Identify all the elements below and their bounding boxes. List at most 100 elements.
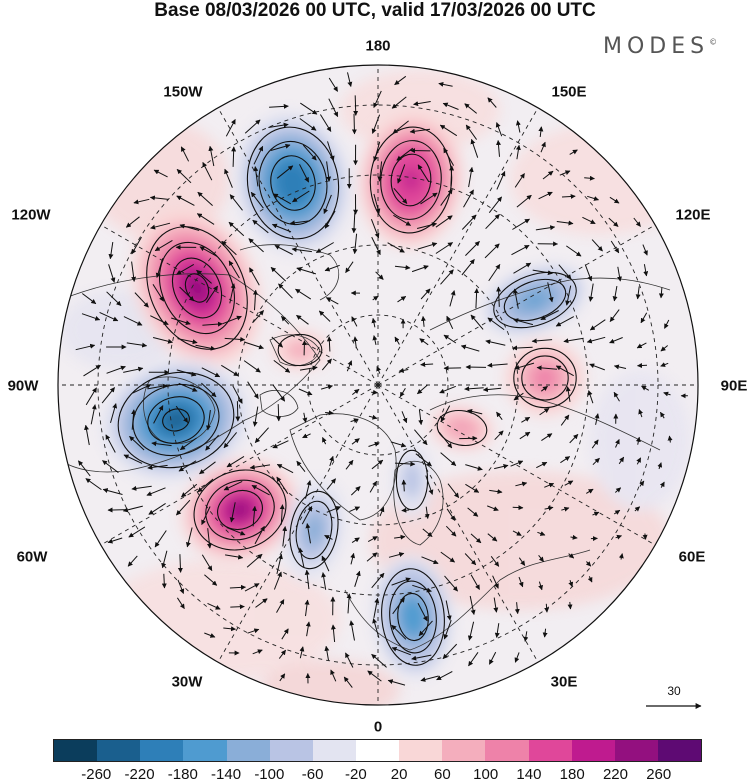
wind-vector <box>108 264 116 283</box>
wind-vector <box>347 72 353 87</box>
anomaly-level <box>230 501 250 519</box>
wind-vector <box>514 652 520 663</box>
wind-vector <box>128 526 146 538</box>
coast-arctic-islands <box>269 334 321 367</box>
lon-label-60e: 60E <box>678 548 706 566</box>
wind-vector <box>612 286 618 302</box>
coast-scandinavia <box>393 461 444 546</box>
wind-vector <box>567 601 573 610</box>
wind-vector <box>370 219 380 239</box>
wind-vector <box>223 480 243 491</box>
meridian-line <box>100 384 379 546</box>
wind-vector <box>276 165 294 179</box>
wind-vector <box>108 242 114 260</box>
wind-vector <box>231 146 237 167</box>
colorbar-tick-label: 180 <box>559 766 585 783</box>
wind-vector <box>273 359 291 373</box>
wind-vector <box>367 536 378 543</box>
wind-vector <box>587 576 593 583</box>
wind-vector <box>482 387 502 393</box>
wind-vector <box>230 604 245 610</box>
colorbar-segment <box>399 740 443 761</box>
wind-vector <box>78 460 91 477</box>
contour-line <box>162 408 190 432</box>
wind-vector <box>512 218 530 230</box>
contour-line <box>246 126 340 240</box>
wind-vector <box>371 317 377 328</box>
wind-vector <box>413 101 431 107</box>
wind-vectors <box>75 72 688 688</box>
wind-vector <box>445 600 452 621</box>
wind-vector <box>470 314 484 330</box>
anomaly-pos-canada-arctic-contours <box>277 333 323 367</box>
wind-vector <box>301 506 313 525</box>
anomaly-neg-barents <box>392 442 432 518</box>
wind-vector <box>582 216 596 225</box>
wind-vector <box>171 317 191 326</box>
wind-vector <box>304 599 310 617</box>
wind-vector <box>85 387 97 406</box>
wind-vector <box>643 264 649 277</box>
wind-vector <box>281 316 290 325</box>
wind-vector <box>440 405 451 423</box>
wind-vector <box>394 461 416 467</box>
wind-vector <box>494 430 504 441</box>
wind-vector <box>320 384 333 390</box>
wind-vector <box>371 459 384 470</box>
wind-vector <box>274 244 293 255</box>
wind-vector <box>659 411 665 419</box>
lon-label-150w: 150W <box>163 83 203 101</box>
wind-vector <box>390 441 407 448</box>
wind-vector <box>584 264 593 282</box>
wind-vector <box>657 462 663 470</box>
wind-vector <box>464 386 484 392</box>
colorbar-segment <box>442 740 486 761</box>
colorbar-tick-label: 20 <box>390 766 408 783</box>
contour-line <box>295 500 333 560</box>
wind-vector <box>420 315 426 327</box>
wind-vector <box>228 260 240 279</box>
wind-vector <box>153 405 164 424</box>
wind-vector <box>411 654 432 661</box>
colorbar-tick-label: -220 <box>124 766 155 783</box>
colorbar-segment <box>485 740 529 761</box>
wind-vector <box>614 487 622 493</box>
wind-vector <box>175 405 189 423</box>
wind-vector <box>371 653 387 668</box>
anomaly-level <box>186 274 208 302</box>
wind-vector <box>587 390 594 404</box>
colorbar-tick-label: -100 <box>254 766 285 783</box>
wind-vector <box>150 222 171 230</box>
wind-vector <box>229 502 236 523</box>
wind-vector <box>248 238 264 253</box>
wind-vector <box>591 439 599 449</box>
wind-vector <box>544 505 554 511</box>
wind-vector <box>660 362 669 367</box>
wind-vector <box>125 216 140 228</box>
wind-vector <box>393 214 412 226</box>
wind-vector <box>391 646 411 656</box>
wind-vector <box>587 195 599 201</box>
anomaly-level <box>402 168 420 192</box>
wind-vector <box>281 628 289 640</box>
anomaly-layer <box>101 111 588 679</box>
wind-vector <box>417 384 428 395</box>
colorbar-segment <box>312 740 356 761</box>
modes-logo: MODES© <box>603 34 717 59</box>
wind-vector <box>129 436 145 451</box>
wind-vector <box>373 141 381 162</box>
wind-vector <box>394 534 406 540</box>
wind-vector <box>613 391 620 402</box>
wind-vector <box>315 242 334 254</box>
wind-vector <box>609 196 620 204</box>
wind-vector <box>323 194 332 214</box>
wind-vector <box>438 81 453 87</box>
wind-vector <box>131 485 152 491</box>
anomaly-neg-greenland-sea-contours <box>289 490 339 570</box>
wind-vector <box>292 190 310 203</box>
wind-vector <box>345 261 354 274</box>
wind-vector <box>439 385 456 394</box>
wind-vector <box>563 337 584 344</box>
wind-vector <box>244 341 264 350</box>
wind-vector <box>540 385 548 392</box>
